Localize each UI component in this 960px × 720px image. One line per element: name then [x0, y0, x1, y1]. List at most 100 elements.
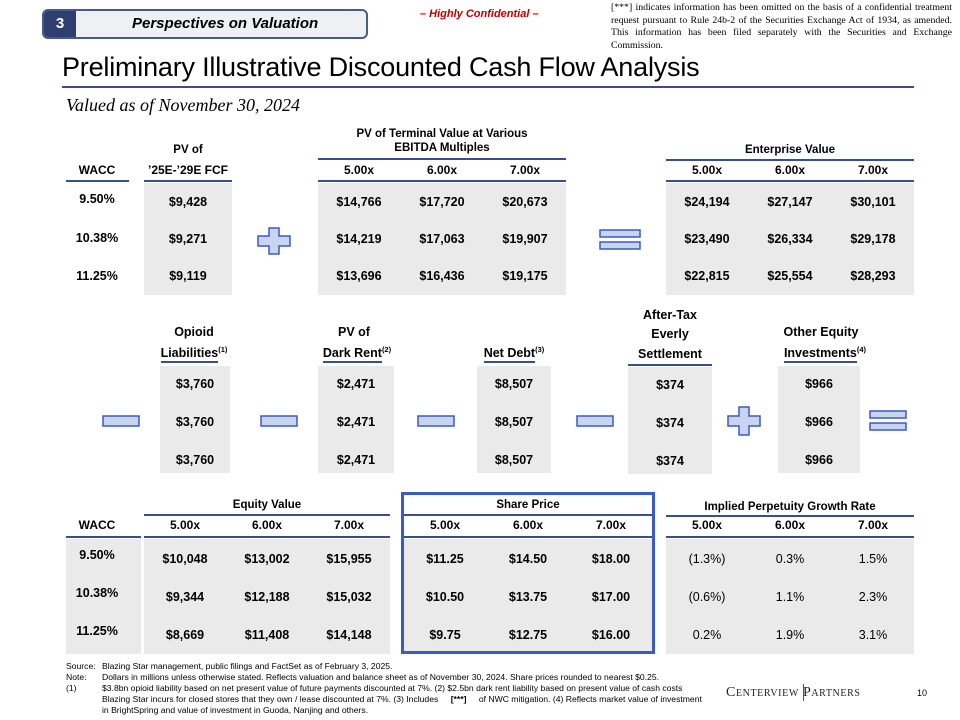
opioid-panel: $3,760 $3,760 $3,760	[160, 366, 230, 473]
growth-col-rule	[666, 536, 914, 538]
wacc-top-1: 9.50%	[79, 192, 115, 206]
tv-col-5x: 5.00x	[343, 163, 375, 177]
growth-panel: (1.3%) 0.3% 1.5% (0.6%) 1.1% 2.3% 0.2% 1…	[666, 539, 914, 654]
tv-header-2: EBITDA Multiples	[394, 142, 490, 154]
note-text: Dollars in millions unless otherwise sta…	[102, 672, 660, 682]
pv-fcf-rule	[144, 180, 232, 182]
wacc-bottom-3: 11.25%	[76, 624, 118, 638]
source-label: Source:	[66, 661, 96, 671]
dark-rent-1: $2,471	[336, 377, 376, 391]
wacc-header-bottom: WACC	[78, 518, 116, 532]
share-price-highlight	[401, 492, 655, 654]
settlement-panel: $374 $374 $374	[628, 367, 712, 474]
growth-r2-c3: 2.3%	[858, 590, 888, 604]
other-eq-header-2-text: Investments	[783, 346, 857, 364]
tv-r2-c2: $17,063	[419, 232, 465, 246]
equity-r1-c1: $10,048	[162, 552, 208, 566]
settlement-2: $374	[656, 416, 684, 430]
pv-fcf-2: $9,271	[168, 232, 208, 246]
growth-r2-c2: 1.1%	[775, 590, 805, 604]
opioid-footnote-ref: (1)	[218, 345, 228, 354]
settlement-header-1: After-Tax	[643, 308, 697, 322]
tv-r1-c2: $17,720	[419, 195, 465, 209]
net-debt-footnote-ref: (3)	[535, 345, 545, 354]
minus-icon	[260, 415, 298, 427]
equals-icon	[869, 410, 907, 431]
dark-rent-2: $2,471	[336, 415, 376, 429]
wacc-top-3: 11.25%	[76, 269, 118, 283]
tv-panel: $14,766 $17,720 $20,673 $14,219 $17,063 …	[318, 183, 566, 295]
plus-icon	[727, 406, 761, 436]
wacc-bottom-panel: 9.50% 10.38% 11.25%	[66, 539, 141, 654]
ev-r2-c3: $29,178	[850, 232, 896, 246]
plus-icon	[257, 227, 291, 255]
ev-r3-c3: $28,293	[850, 269, 896, 283]
ev-panel: $24,194 $27,147 $30,101 $23,490 $26,334 …	[666, 183, 914, 295]
logo-divider	[803, 684, 804, 701]
footnote-line-1: $3.8bn opioid liability based on net pre…	[102, 683, 683, 693]
equity-header-rule	[144, 514, 390, 516]
settlement-header-2: Everly	[651, 327, 689, 341]
equity-col-5x: 5.00x	[169, 518, 201, 532]
opioid-3: $3,760	[175, 453, 215, 467]
dark-rent-footnote-ref: (2)	[381, 345, 392, 354]
page-number: 10	[917, 688, 928, 698]
ev-r2-c2: $26,334	[767, 232, 813, 246]
note-label: Note:	[66, 672, 87, 682]
other-eq-3: $966	[805, 453, 833, 467]
equity-col-7x: 7.00x	[333, 518, 365, 532]
equity-r1-c3: $15,955	[326, 552, 372, 566]
share-col-rule	[404, 536, 652, 538]
growth-col-5x: 5.00x	[691, 518, 723, 532]
wacc-bottom-2: 10.38%	[75, 586, 119, 600]
footnote-line-3: in BrightSpring and value of investment …	[102, 705, 369, 715]
settlement-header-3: Settlement	[638, 347, 702, 361]
wacc-header-top: WACC	[78, 163, 116, 177]
growth-r2-c1: (0.6%)	[688, 590, 726, 604]
other-eq-footnote-ref: (4)	[856, 345, 867, 354]
opioid-1: $3,760	[175, 377, 215, 391]
wacc-top-2: 10.38%	[75, 231, 119, 245]
equity-r2-c3: $15,032	[326, 590, 372, 604]
tv-r1-c1: $14,766	[336, 195, 382, 209]
other-eq-1: $966	[805, 377, 833, 391]
equals-icon	[599, 229, 641, 250]
wacc-rule-top	[66, 180, 129, 182]
net-debt-panel: $8,507 $8,507 $8,507	[477, 366, 551, 473]
share-r3-c2: $12.75	[508, 628, 548, 642]
footnote-label: (1)	[66, 683, 77, 693]
equity-r2-c2: $12,188	[244, 590, 290, 604]
source-text: Blazing Star management, public filings …	[102, 661, 393, 671]
net-debt-3: $8,507	[494, 453, 534, 467]
ev-col-5x: 5.00x	[691, 163, 723, 177]
settlement-1: $374	[656, 378, 684, 392]
ev-r2-c1: $23,490	[684, 232, 730, 246]
net-debt-header: Net Debt(3)	[472, 345, 556, 364]
ev-r1-c1: $24,194	[684, 195, 730, 209]
ev-r3-c2: $25,554	[767, 269, 813, 283]
page-title: Preliminary Illustrative Discounted Cash…	[62, 52, 700, 82]
opioid-header-1: Opioid	[174, 325, 214, 339]
wacc-rule-bottom	[66, 536, 141, 538]
equity-col-6x: 6.00x	[251, 518, 283, 532]
ev-r1-c2: $27,147	[767, 195, 813, 209]
footnote-line-2: Blazing Star incurs for closed stores th…	[102, 694, 702, 705]
dark-rent-3: $2,471	[336, 453, 376, 467]
page-subtitle: Valued as of November 30, 2024	[66, 95, 300, 115]
growth-r1-c2: 0.3%	[775, 552, 805, 566]
pv-fcf-header-2: ’25E-’29E FCF	[147, 163, 229, 177]
tv-r3-c1: $13,696	[336, 269, 382, 283]
settlement-3: $374	[656, 454, 684, 468]
pv-fcf-3: $9,119	[169, 269, 207, 283]
ev-col-6x: 6.00x	[774, 163, 806, 177]
footnote-line-2a: Blazing Star incurs for closed stores th…	[102, 694, 439, 704]
growth-col-7x: 7.00x	[857, 518, 889, 532]
ev-r1-c3: $30,101	[850, 195, 896, 209]
opioid-2: $3,760	[175, 415, 215, 429]
share-r3-c1: $9.75	[429, 628, 461, 642]
dark-rent-panel: $2,471 $2,471 $2,471	[318, 366, 394, 473]
dark-rent-header-2-text: Dark Rent	[322, 346, 382, 364]
section-tab: 3 Perspectives on Valuation	[42, 9, 368, 39]
tv-col-6x: 6.00x	[426, 163, 458, 177]
net-debt-2: $8,507	[494, 415, 534, 429]
